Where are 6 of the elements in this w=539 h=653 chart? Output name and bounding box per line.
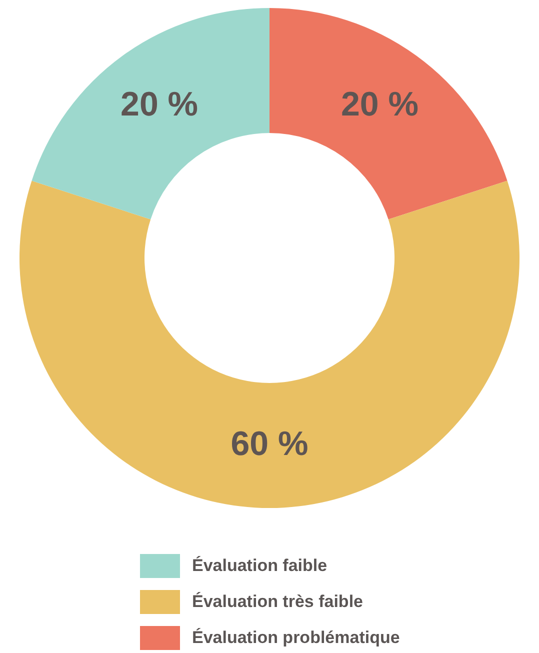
legend-label: Évaluation très faible [192,592,363,612]
data-label: 60 % [230,424,308,463]
data-label: 20 % [340,86,418,124]
data-label: 20 % [120,86,198,124]
legend-label: Évaluation faible [192,556,328,576]
legend-label: Évaluation problématique [192,628,400,648]
